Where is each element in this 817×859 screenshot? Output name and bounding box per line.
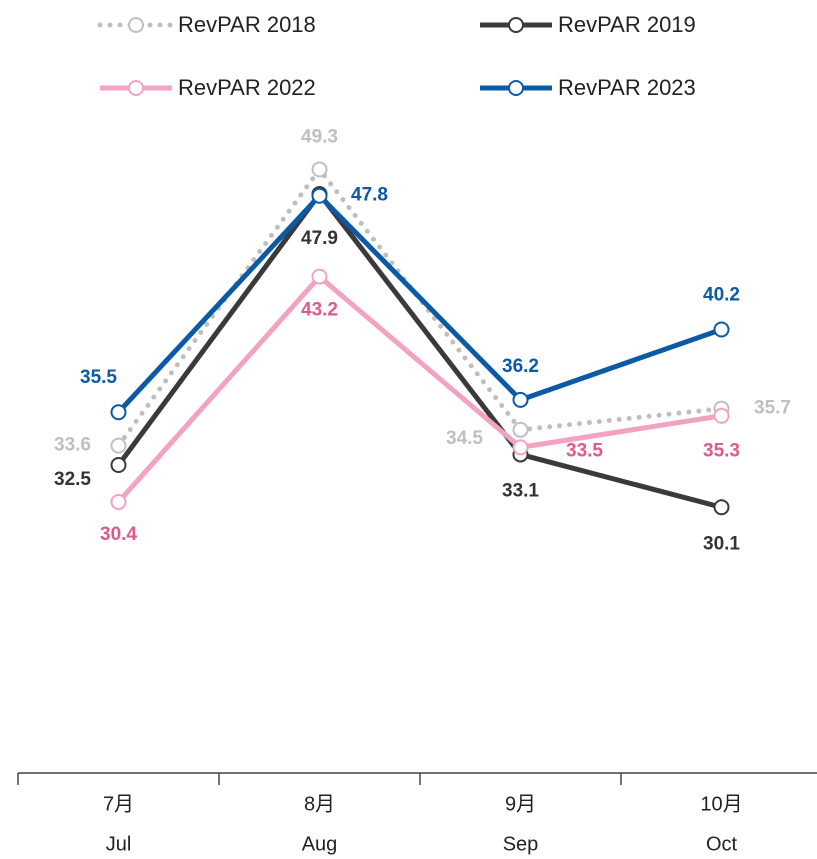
- legend-marker: [508, 80, 524, 96]
- legend-marker: [128, 17, 144, 33]
- legend-label: RevPAR 2018: [178, 12, 316, 37]
- x-tick-label: 10月: [700, 793, 742, 815]
- data-point: [110, 404, 127, 421]
- data-label: 33.6: [54, 435, 91, 456]
- data-label: 35.7: [754, 398, 791, 419]
- data-point: [311, 187, 328, 204]
- data-point: [110, 457, 127, 473]
- series-line: [116, 193, 723, 414]
- data-point: [110, 493, 127, 510]
- data-label: 36.2: [502, 356, 539, 377]
- x-tick-label: 9月: [505, 793, 536, 815]
- data-label: 49.3: [301, 126, 338, 147]
- legend-marker: [128, 80, 144, 96]
- data-label: 32.5: [54, 469, 91, 490]
- data-label: 40.2: [703, 284, 740, 305]
- legend-marker: [508, 17, 524, 33]
- data-label: 35.5: [80, 367, 117, 388]
- legend-label: RevPAR 2019: [558, 12, 696, 37]
- data-label: 34.5: [446, 428, 483, 449]
- data-label: 47.8: [351, 185, 388, 206]
- legend-label: RevPAR 2023: [558, 75, 696, 100]
- series-line: [116, 274, 722, 504]
- data-label: 30.4: [100, 524, 137, 545]
- data-label: 47.9: [301, 228, 338, 249]
- data-label: 35.3: [703, 441, 740, 462]
- data-point: [110, 437, 127, 454]
- x-tick-label: 8月: [304, 793, 335, 815]
- x-tick-label: Oct: [706, 833, 738, 855]
- data-label: 30.1: [703, 533, 740, 554]
- data-point: [512, 391, 529, 408]
- data-point: [713, 407, 730, 424]
- data-label: 33.1: [502, 480, 539, 501]
- legend-label: RevPAR 2022: [178, 75, 316, 100]
- data-label: 33.5: [566, 440, 603, 461]
- data-point: [512, 421, 529, 438]
- data-point: [311, 161, 328, 178]
- x-tick-label: Aug: [302, 833, 338, 855]
- x-tick-label: Sep: [503, 833, 539, 855]
- x-tick-label: 7月: [103, 793, 134, 815]
- data-point: [713, 499, 730, 516]
- data-point: [713, 321, 730, 338]
- data-point: [311, 268, 328, 285]
- data-point: [512, 439, 529, 456]
- series-line: [116, 191, 723, 510]
- data-label: 43.2: [301, 300, 338, 321]
- x-tick-label: Jul: [106, 833, 132, 855]
